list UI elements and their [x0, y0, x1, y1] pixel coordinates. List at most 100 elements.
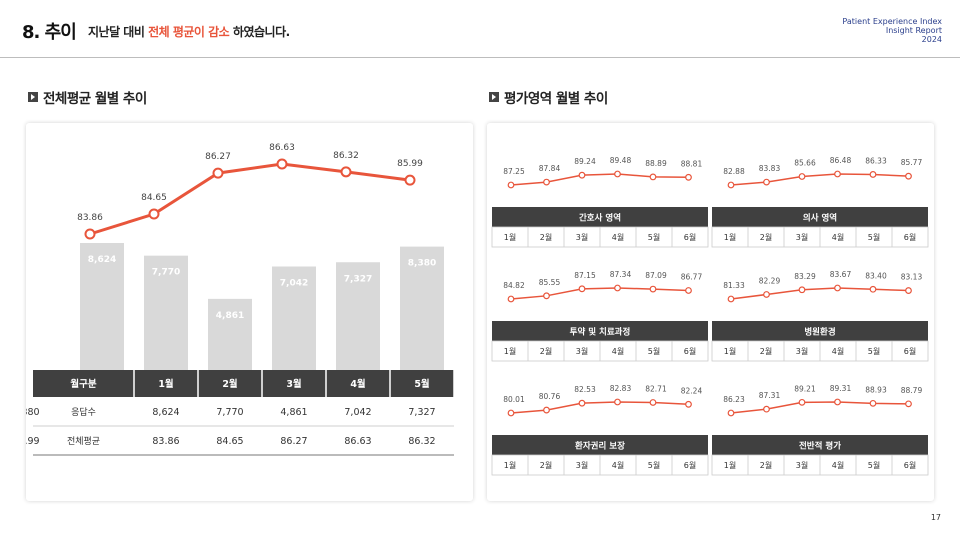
- bar-1: [80, 243, 124, 371]
- domain-month-label: 2월: [540, 460, 552, 470]
- domain-value-label: 89.31: [830, 384, 852, 393]
- table-cell: 83.86: [152, 436, 179, 447]
- page-subtitle: 지난달 대비 전체 평균이 감소 하였습니다.: [88, 23, 290, 40]
- domain-value-label: 87.31: [759, 391, 781, 400]
- table-cell: 8,380: [26, 407, 40, 418]
- subtitle-highlight: 전체 평균이 감소: [148, 25, 230, 39]
- domain-month-label: 6월: [684, 460, 696, 470]
- bar-label-1: 8,624: [88, 255, 116, 265]
- domain-month-label: 4월: [832, 460, 844, 470]
- domain-point: [649, 285, 657, 293]
- domain-point: [798, 173, 806, 180]
- domain-month-label: 2월: [540, 346, 552, 356]
- left-section-label: 전체평균 월별 추이: [43, 91, 147, 107]
- domain-value-label: 86.48: [830, 156, 852, 165]
- domain-point: [543, 178, 550, 186]
- domain-month-label: 1월: [504, 232, 516, 242]
- domain-month-label: 5월: [648, 232, 660, 242]
- domain-value-label: 88.81: [681, 159, 703, 168]
- domain-value-label: 83.29: [794, 272, 816, 281]
- domain-month-label: 3월: [796, 346, 808, 356]
- domain-month-label: 1월: [724, 232, 736, 242]
- domain-title-bar: [712, 321, 928, 341]
- average-label-6: 85.99: [397, 159, 423, 169]
- domain-point: [543, 292, 550, 300]
- domain-point: [685, 400, 692, 408]
- domain-month-label: 4월: [612, 346, 624, 356]
- domain-point: [614, 398, 621, 406]
- domain-line-1: [510, 173, 689, 186]
- domain-value-label: 86.33: [865, 156, 887, 165]
- domain-month-label: 3월: [796, 460, 808, 470]
- average-label-1: 83.86: [77, 213, 103, 223]
- domain-value-label: 85.77: [901, 158, 923, 167]
- domain-value-label: 82.29: [759, 276, 781, 285]
- section-marker-icon: [489, 92, 499, 102]
- domain-point: [834, 398, 841, 406]
- table-row-label: 전체평균: [67, 436, 100, 447]
- domain-point: [763, 405, 770, 413]
- domain-value-label: 89.21: [794, 384, 816, 393]
- domain-value-label: 80.01: [503, 395, 525, 404]
- domain-month-label: 6월: [904, 460, 916, 470]
- domain-month-label: 2월: [760, 460, 772, 470]
- domain-month-label: 3월: [576, 232, 588, 242]
- domain-point: [578, 171, 586, 179]
- overall-trend-chart: 8,624 7,770 4,861 7,042 7,327 8,380 83.86 84.65…: [12, 143, 455, 456]
- domain-value-label: 82.71: [645, 384, 667, 393]
- bar-label-3: 4,861: [216, 311, 244, 321]
- domain-point: [649, 399, 657, 406]
- table-cell: 86.63: [344, 436, 371, 447]
- domain-point: [614, 284, 621, 292]
- domain-point: [614, 170, 621, 178]
- domain-point: [869, 399, 877, 407]
- average-line: [89, 162, 411, 236]
- domain-month-label: 4월: [612, 232, 624, 242]
- table-cell: 8,624: [152, 407, 179, 418]
- domain-line-3: [510, 287, 689, 300]
- page-title: 8. 추이: [22, 22, 77, 43]
- domain-point: [727, 295, 735, 303]
- domain-month-label: 1월: [724, 460, 736, 470]
- domain-value-label: 82.88: [723, 167, 745, 176]
- domain-point: [798, 398, 806, 406]
- bar-6: [400, 246, 444, 371]
- bar-label-6: 8,380: [408, 259, 436, 269]
- domain-value-label: 88.89: [645, 159, 667, 168]
- domain-point: [507, 295, 515, 303]
- domain-month-label: 5월: [648, 346, 660, 356]
- right-section-label: 평가영역 월별 추이: [504, 91, 608, 107]
- bar-5: [336, 262, 380, 371]
- table-cell: 4,861: [280, 407, 307, 418]
- average-point-1: [84, 228, 96, 240]
- overall-trend-panel: 8,624 7,770 4,861 7,042 7,327 8,380 83.86 84.65…: [12, 123, 473, 501]
- domain-value-label: 84.82: [503, 281, 525, 290]
- domain-point: [578, 399, 586, 407]
- table-header-cell: 3월: [286, 378, 301, 390]
- bar-2: [144, 255, 188, 371]
- average-label-3: 86.27: [205, 152, 231, 162]
- domain-value-label: 82.83: [610, 384, 632, 393]
- subtitle-prefix: 지난달 대비: [88, 25, 145, 39]
- domain-line-4: [730, 287, 909, 300]
- domain-month-label: 6월: [904, 232, 916, 242]
- domain-title-bar: [492, 321, 708, 341]
- domain-point: [834, 170, 841, 178]
- domain-value-label: 81.33: [723, 281, 745, 290]
- domain-title: 전반적 평가: [799, 441, 841, 452]
- domain-value-label: 87.25: [503, 167, 525, 176]
- domain-month-label: 1월: [504, 460, 516, 470]
- average-point-6: [404, 174, 416, 186]
- domain-point: [869, 171, 877, 178]
- domain-title-bar: [492, 207, 708, 227]
- domain-value-label: 89.24: [574, 157, 596, 166]
- domain-value-label: 85.66: [794, 159, 816, 168]
- domain-point: [905, 287, 912, 294]
- bar-label-2: 7,770: [152, 268, 180, 278]
- domain-month-label: 3월: [796, 232, 808, 242]
- domain-title: 병원환경: [804, 327, 835, 338]
- domain-point: [905, 172, 912, 180]
- table-cell: 7,042: [344, 407, 371, 418]
- bar-3: [208, 298, 252, 371]
- domain-value-label: 80.76: [539, 392, 561, 401]
